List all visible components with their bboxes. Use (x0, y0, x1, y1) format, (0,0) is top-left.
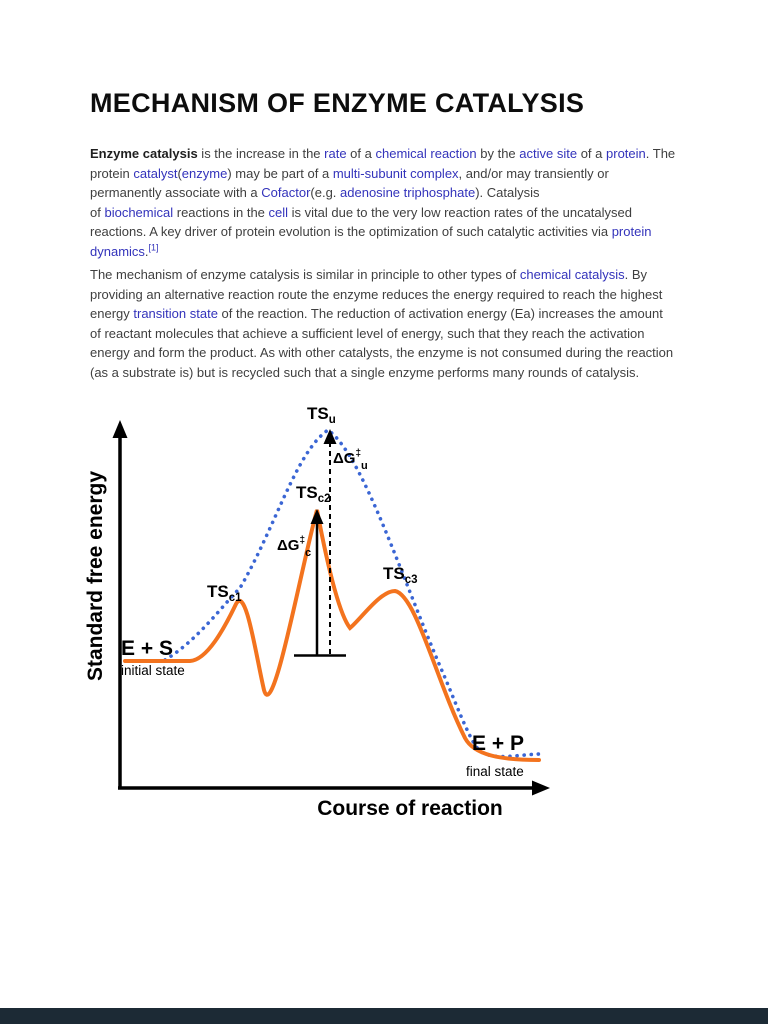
initial-state-label: E + S (121, 637, 173, 660)
text-link[interactable]: enzyme (181, 165, 228, 181)
text-link[interactable]: protein (606, 146, 646, 161)
text-segment: reactions in the (173, 204, 269, 220)
initial-state-caption: initial state (121, 663, 185, 678)
delta-g-catalyzed-arrowhead (310, 509, 324, 524)
catalyzed-curve (123, 509, 541, 762)
text-segment: of a (346, 146, 376, 161)
energy-diagram: TSu ΔG‡u TSc2 ΔG‡c TSc1 TSc3 E + S initi… (84, 404, 550, 820)
text-link[interactable]: chemical reaction (375, 146, 477, 161)
delta-g-c-label: ΔG‡c (277, 535, 311, 559)
text-link[interactable]: chemical catalysis (519, 267, 625, 282)
text-link[interactable]: catalyst (133, 165, 178, 181)
text-segment: The mechanism of enzyme catalysis is sim… (90, 267, 520, 282)
text-segment: ). Catalysis (475, 185, 540, 201)
text-link[interactable]: biochemical (104, 204, 174, 220)
text-segment: of (90, 204, 105, 220)
text-segment: ( (177, 165, 182, 181)
paragraph-intro: Enzyme catalysis is the increase in the … (90, 144, 676, 262)
text-link[interactable]: cell (268, 204, 289, 220)
text-segment: , and/or may transiently or permanently … (90, 165, 609, 201)
text-link[interactable]: [1] (148, 242, 159, 253)
text-segment: Enzyme catalysis (90, 146, 198, 161)
y-axis-arrowhead (112, 420, 128, 438)
text-link[interactable]: transition state (133, 306, 218, 322)
y-axis-label: Standard free energy (84, 471, 107, 681)
paragraph-mechanism: The mechanism of enzyme catalysis is sim… (90, 265, 676, 383)
ts-c3-label: TSc3 (383, 564, 418, 586)
ts-c2-label: TSc2 (296, 483, 331, 505)
text-segment: by the (476, 146, 520, 161)
x-axis-label: Course of reaction (317, 797, 503, 820)
text-segment: . By providing an alternative reaction r… (90, 267, 663, 322)
text-segment: . The protein (90, 146, 676, 181)
ts-u-label: TSu (307, 404, 336, 426)
text-segment: of the reaction. The reduction of activa… (90, 306, 674, 380)
text-link[interactable]: active site (519, 146, 578, 161)
text-segment: ) may be part of a (227, 165, 333, 181)
text-link[interactable]: adenosine triphosphate (340, 185, 476, 201)
delta-g-uncatalyzed-arrowhead (323, 429, 337, 444)
document-title: MECHANISM OF ENZYME CATALYSIS (90, 88, 585, 118)
text-link[interactable]: multi-subunit complex (332, 165, 459, 181)
delta-g-u-label: ΔG‡u (333, 448, 368, 472)
uncatalyzed-curve (163, 427, 541, 759)
text-segment: is the increase in the (197, 146, 325, 161)
text-segment: (e.g. (310, 185, 341, 201)
ts-c1-label: TSc1 (207, 582, 242, 604)
text-link[interactable]: rate (324, 146, 347, 161)
final-state-label: E + P (472, 732, 524, 755)
text-link[interactable]: protein dynamics (90, 224, 652, 259)
text-segment: is vital due to the very low reaction ra… (90, 204, 632, 240)
text-link[interactable]: Cofactor (261, 185, 311, 201)
x-axis-arrowhead (532, 780, 550, 796)
text-segment: of a (577, 146, 607, 161)
text-segment: . (144, 243, 149, 259)
final-state-caption: final state (466, 764, 524, 779)
footer-bar (0, 1008, 768, 1024)
